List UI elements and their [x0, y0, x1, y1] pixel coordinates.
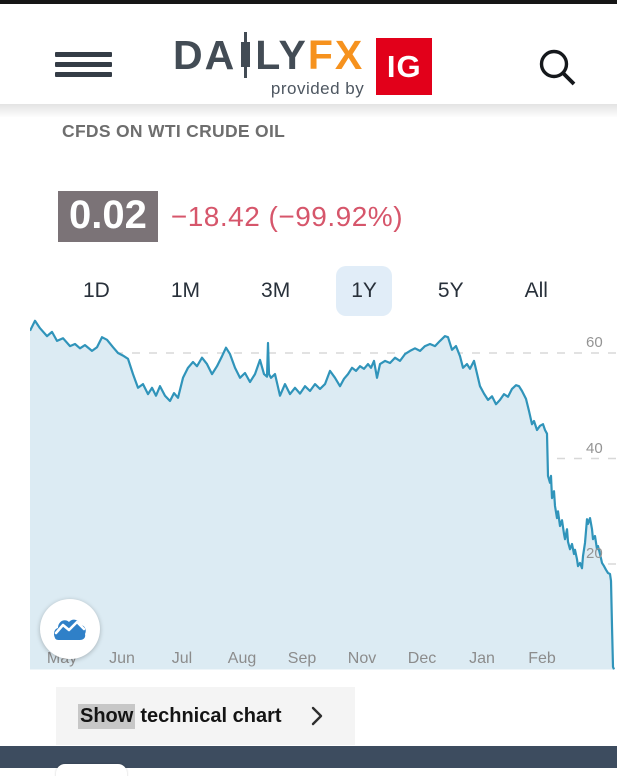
ig-logo: IG: [376, 38, 433, 95]
area-chart-icon: [54, 619, 86, 640]
menu-button[interactable]: [55, 52, 112, 77]
show-label-highlighted: Show: [78, 703, 136, 729]
tab-3m[interactable]: 3M: [261, 279, 291, 302]
price-area-chart[interactable]: 60 40 20 May Jun Jul Aug Sep Nov Dec Jan Feb: [30, 316, 617, 670]
tab-1d[interactable]: 1D: [83, 279, 110, 302]
search-icon: [539, 49, 576, 86]
range-tab-bar: 1D 1M 3M 1Y 5Y All: [68, 266, 617, 316]
tab-1m[interactable]: 1M: [170, 279, 201, 302]
app-header: DA LY FX provided by IG: [0, 4, 617, 104]
quote-panel: CFDS ON WTI CRUDE OIL 0.02 −18.42 (−99.9…: [0, 121, 617, 745]
brand-daily-right: LY: [255, 32, 308, 78]
search-button[interactable]: [536, 46, 578, 88]
last-price-badge: 0.02: [58, 191, 158, 242]
header-shadow: [0, 104, 617, 117]
show-technical-chart-link[interactable]: Show technical chart: [56, 687, 355, 745]
price-row: 0.02 −18.42 (−99.92%): [58, 191, 617, 242]
menu-icon: [55, 52, 112, 57]
chart-canvas[interactable]: [30, 316, 617, 670]
instrument-title: CFDS ON WTI CRUDE OIL: [62, 121, 286, 141]
status-bar: [0, 0, 617, 4]
technical-chart-label: technical chart: [140, 704, 282, 727]
dailyfx-logo[interactable]: DA LY FX provided by IG: [173, 32, 433, 99]
tab-1y[interactable]: 1Y: [336, 266, 392, 316]
tab-5y[interactable]: 5Y: [437, 279, 464, 302]
price-change: −18.42 (−99.92%): [170, 200, 404, 232]
tab-all[interactable]: All: [524, 279, 548, 302]
provided-by-label: provided by: [270, 79, 365, 98]
x-axis-labels: May Jun Jul Aug Sep Nov Dec Jan Feb: [46, 650, 556, 667]
brand-fx: FX: [307, 32, 365, 78]
chart-type-button[interactable]: [40, 599, 100, 659]
chevron-right-icon: [311, 706, 322, 726]
candlestick-icon: [241, 32, 251, 78]
brand-daily-left: DA: [173, 32, 237, 78]
bottom-navigation-bar[interactable]: [0, 746, 617, 768]
bottom-sheet-handle[interactable]: [56, 764, 127, 776]
